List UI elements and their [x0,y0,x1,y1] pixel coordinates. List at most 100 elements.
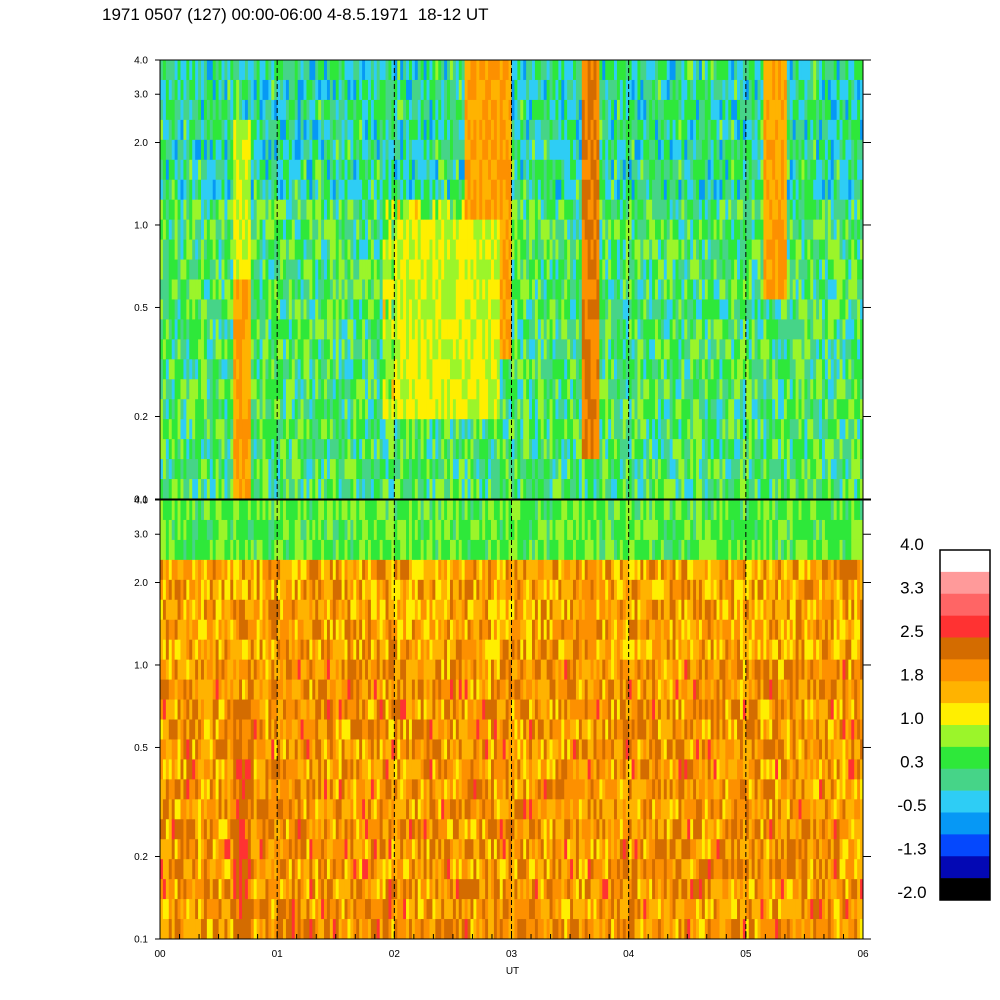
spectrogram-cell [244,479,249,500]
spectrogram-cell [391,419,395,440]
spectrogram-cell [813,239,817,260]
spectrogram-cell [388,459,392,480]
spectrogram-cell [250,139,255,161]
spectrogram-cell [737,159,741,181]
spectrogram-cell [795,439,799,460]
spectrogram-cell [681,179,685,201]
spectrogram-cell [567,60,571,81]
spectrogram-cell [233,199,237,221]
spectrogram-cell [370,219,375,240]
spectrogram-cell [611,99,615,121]
spectrogram-cell [578,60,583,81]
spectrogram-cell [265,439,269,460]
spectrogram-cell [707,139,712,161]
spectrogram-cell [417,419,422,440]
spectrogram-cell [177,239,181,260]
spectrogram-cell [470,299,474,320]
spectrogram-cell [388,419,392,440]
spectrogram-cell [189,419,193,440]
spectrogram-cell [625,179,630,201]
spectrogram-cell [660,259,665,280]
spectrogram-cell [722,479,726,500]
spectrogram-cell [379,79,384,101]
spectrogram-cell [766,479,770,500]
spectrogram-cell [731,319,735,340]
spectrogram-cell [300,319,304,340]
spectrogram-cell [414,319,419,340]
spectrogram-cell [482,239,486,260]
spectrogram-cell [189,399,193,420]
spectrogram-cell [206,459,211,480]
spectrogram-cell [742,439,747,460]
spectrogram-cell [821,299,826,320]
spectrogram-cell [476,139,480,161]
spectrogram-cell [496,339,501,360]
spectrogram-cell [165,219,170,240]
spectrogram-cell [701,239,706,260]
spectrogram-cell [546,439,550,460]
spectrogram-cell [584,459,589,480]
spectrogram-cell [578,379,583,400]
spectrogram-cell [722,379,726,400]
spectrogram-cell [432,399,436,420]
spectrogram-cell [819,259,823,280]
spectrogram-cell [655,379,659,400]
spectrogram-cell [701,179,706,201]
spectrogram-cell [663,439,668,460]
spectrogram-cell [432,299,436,320]
spectrogram-cell [508,119,512,141]
spectrogram-cell [411,419,416,440]
spectrogram-cell [414,399,419,420]
spectrogram-cell [643,479,647,500]
spectrogram-cell [672,379,676,400]
spectrogram-cell [385,99,389,121]
spectrogram-cell [631,359,635,380]
spectrogram-cell [675,359,679,380]
spectrogram-cell [160,439,164,460]
spectrogram-cell [593,79,597,101]
spectrogram-cell [488,299,492,320]
spectrogram-cell [253,359,258,380]
spectrogram-cell [329,299,334,320]
spectrogram-cell [696,479,700,500]
spectrogram-cell [403,379,407,400]
spectrogram-cell [766,299,770,320]
spectrogram-cell [792,479,797,500]
spectrogram-cell [162,459,167,480]
spectrogram-cell [672,219,676,240]
spectrogram-cell [236,459,240,480]
spectrogram-cell [247,399,252,420]
spectrogram-cell [660,139,665,161]
spectrogram-cell [259,419,263,440]
spectrogram-cell [655,219,659,240]
spectrogram-cell [693,479,697,500]
spectrogram-cell [426,279,430,300]
spectrogram-cell [710,419,715,440]
spectrogram-cell [370,339,375,360]
spectrogram-cell [470,479,474,500]
spectrogram-cell [616,379,621,400]
spectrogram-cell [370,319,375,340]
spectrogram-cell [532,319,536,340]
spectrogram-cell [502,379,507,400]
spectrogram-cell [288,359,293,380]
spectrogram-cell [786,159,791,181]
spectrogram-cell [584,479,589,500]
spectrogram-cell [242,60,246,81]
spectrogram-cell [722,439,726,460]
spectrogram-cell [687,179,691,201]
spectrogram-cell [655,179,659,201]
spectrogram-cell [262,79,266,101]
spectrogram-cell [505,279,509,300]
spectrogram-cell [798,299,802,320]
spectrogram-cell [183,459,187,480]
spectrogram-cell [690,359,694,380]
spectrogram-cell [499,459,504,480]
spectrogram-cell [596,219,600,240]
spectrogram-cell [379,119,384,141]
spectrogram-cell [614,479,618,500]
spectrogram-cell [221,439,225,460]
spectrogram-cell [511,199,515,221]
spectrogram-cell [789,339,794,360]
spectrogram-cell [514,199,518,221]
